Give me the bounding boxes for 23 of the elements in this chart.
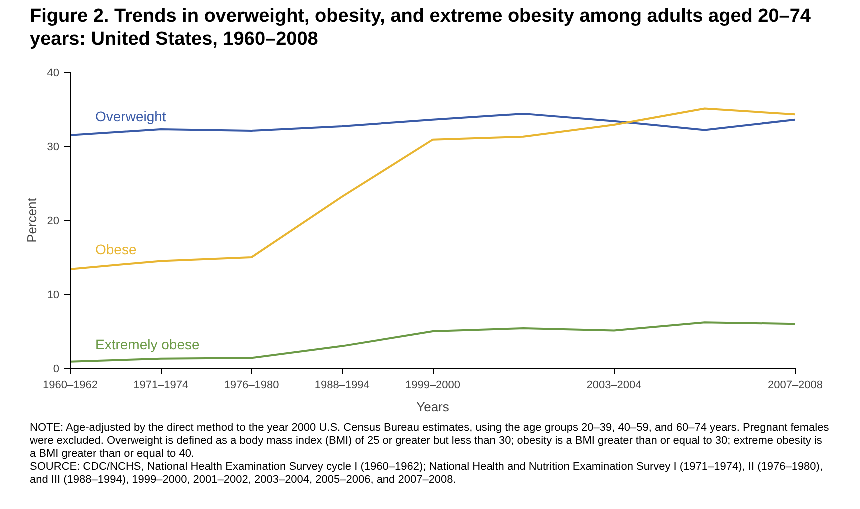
y-tick-label: 10 bbox=[47, 290, 60, 302]
y-axis-title: Percent bbox=[24, 198, 40, 243]
text: NOTE: Age-adjusted by the direct method to the year 2000 U.S. Census Bureau estimates, using the age groups 20–39, 40–59, and 60–74 years. Pregnant females were excluded. Overweight is defined as a body mass index (BMI) of 25 or greater but less than 30; obesity is a BMI greater than or equal to 30; extreme obesity is a BMI greater than or equal to 40. bbox=[30, 422, 830, 461]
y-tick-label: 20 bbox=[47, 216, 60, 228]
y-tick-label: 0 bbox=[53, 364, 60, 376]
x-tick-label: 1976–1980 bbox=[224, 380, 280, 392]
line-series bbox=[70, 322, 796, 363]
x-tick-label: 1988–1994 bbox=[314, 380, 370, 392]
series-label: Obese bbox=[96, 241, 137, 258]
x-tick-label: 1971–1974 bbox=[134, 380, 189, 392]
series-label: Overweight bbox=[96, 108, 166, 124]
line-series bbox=[70, 112, 796, 136]
series-label: Extremely obese bbox=[96, 336, 200, 352]
x-tick-label: 1999–2000 bbox=[405, 380, 461, 392]
x-tick-label: 2003–2004 bbox=[586, 380, 642, 392]
x-axis-title: Years bbox=[416, 400, 450, 414]
y-tick-label: 30 bbox=[47, 142, 60, 154]
source-note: SOURCE: CDC/NCHS, National Health Examination Survey cycle I (1960–1962); National Health and Nutrition Examination Survey I (1971–1974), II (1976–1980), and III (1988–1994), 1999–2000, 2001–2002, 2003–2004, 2005–2006, and 2007–2008. bbox=[30, 461, 824, 487]
chart-title: Figure 2. Trends in overweight, obesity, and extreme obesity among adults aged 20–74 years: United States, 1960–2008 bbox=[30, 5, 812, 51]
line-series bbox=[70, 108, 796, 270]
x-tick-label: 2007–2008 bbox=[768, 380, 824, 392]
y-tick-label: 40 bbox=[47, 68, 60, 80]
x-tick-label: 1960–1962 bbox=[42, 380, 98, 392]
